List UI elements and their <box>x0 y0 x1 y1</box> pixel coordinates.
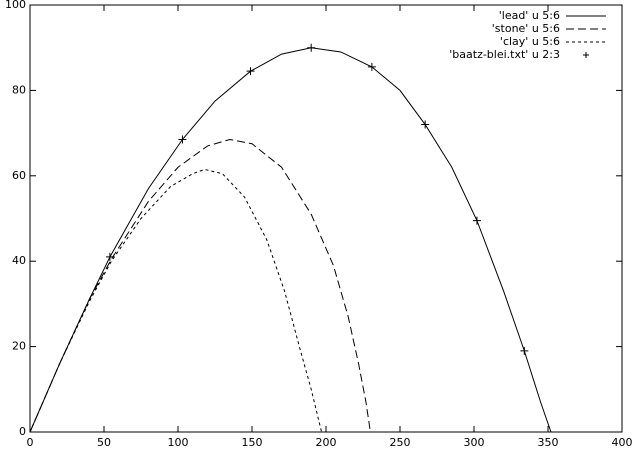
x-tick-label: 200 <box>316 436 337 449</box>
legend-label: 'baatz-blei.txt' u 2:3 <box>449 48 560 61</box>
x-tick-label: 250 <box>390 436 411 449</box>
x-tick-label: 350 <box>538 436 559 449</box>
x-tick-label: 100 <box>168 436 189 449</box>
legend-label: 'lead' u 5:6 <box>499 9 560 22</box>
y-tick-label: 40 <box>12 254 26 267</box>
y-tick-label: 60 <box>12 169 26 182</box>
x-tick-label: 400 <box>612 436 633 449</box>
marker <box>367 62 376 71</box>
series-line <box>29 47 552 433</box>
marker <box>178 135 187 144</box>
legend-label: 'clay' u 5:6 <box>500 35 560 48</box>
marker <box>472 216 481 225</box>
y-tick-label: 20 <box>12 340 26 353</box>
x-tick-label: 50 <box>97 436 111 449</box>
legend-label: 'stone' u 5:6 <box>492 22 560 35</box>
y-tick-label: 0 <box>19 425 26 438</box>
marker <box>105 252 114 261</box>
marker <box>520 346 529 355</box>
marker <box>421 120 430 129</box>
x-tick-label: 0 <box>27 436 34 449</box>
marker <box>307 43 316 52</box>
series-line <box>29 168 323 433</box>
y-tick-label: 100 <box>5 0 26 11</box>
legend-marker <box>583 52 589 58</box>
marker <box>246 67 255 76</box>
x-tick-label: 150 <box>242 436 263 449</box>
plot-border <box>29 4 623 433</box>
y-tick-label: 80 <box>12 83 26 96</box>
x-tick-label: 300 <box>464 436 485 449</box>
series-line <box>29 138 371 433</box>
